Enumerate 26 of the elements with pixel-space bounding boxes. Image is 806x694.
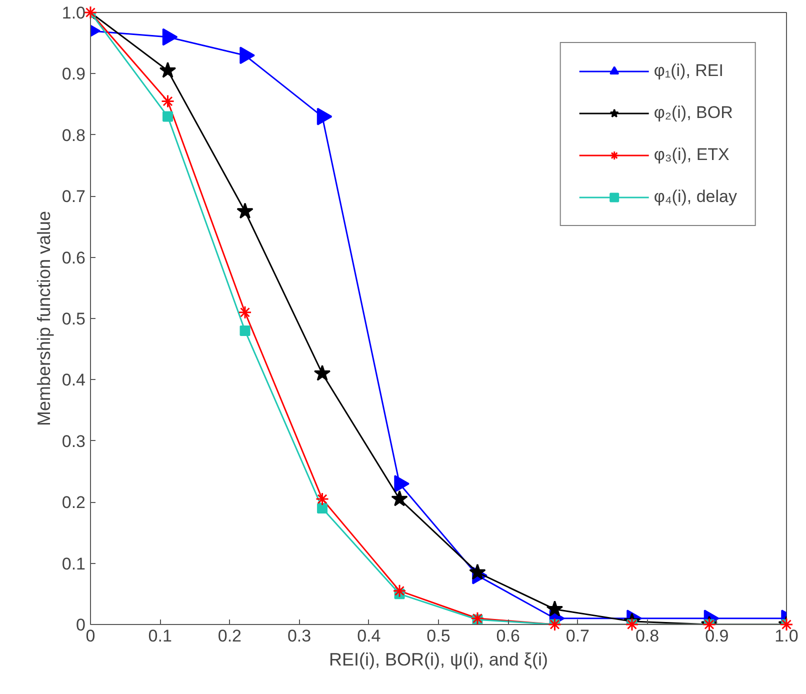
- y-tick-label: 0.6: [62, 248, 86, 268]
- y-tick-label: 0.3: [62, 432, 86, 451]
- legend-label: φ₁(i), REI: [654, 61, 724, 81]
- x-tick-label: 0.5: [426, 626, 450, 646]
- x-tick-label: 0.8: [635, 626, 660, 646]
- y-tick-label: 0.4: [62, 370, 86, 390]
- y-tick-label: 0.5: [62, 310, 86, 328]
- x-tick-label: 1.0: [774, 626, 798, 646]
- y-tick-label: 0.2: [62, 493, 86, 512]
- y-tick-label: 0.1: [62, 554, 86, 574]
- x-tick-label: 0.1: [148, 626, 172, 646]
- x-tick-label: 0.6: [496, 626, 520, 646]
- legend-label: φ₄(i), delay: [654, 187, 737, 207]
- x-axis-title: REI(i), BOR(i), ψ(i), and ξ(i): [329, 650, 548, 670]
- y-tick-label: 0.8: [62, 126, 86, 145]
- x-tick-label: 0.4: [357, 626, 381, 646]
- legend-label: φ₃(i), ETX: [654, 145, 730, 165]
- y-tick-label: 0.7: [62, 187, 86, 206]
- y-tick-label: 0.9: [62, 64, 86, 84]
- y-tick-label: 1.0: [62, 4, 86, 22]
- legend-label: φ₂(i), BOR: [654, 103, 733, 123]
- x-tick-label: 0.2: [218, 626, 242, 646]
- x-tick-label: 0.3: [287, 626, 312, 646]
- y-axis-title: Membership function value: [34, 210, 54, 426]
- x-tick-label: 0.7: [566, 626, 590, 646]
- x-tick-label: 0.9: [705, 626, 729, 646]
